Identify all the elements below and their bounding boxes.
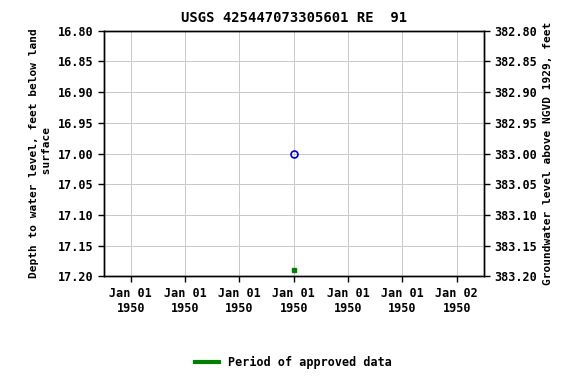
Y-axis label: Depth to water level, feet below land
 surface: Depth to water level, feet below land su…	[29, 29, 52, 278]
Title: USGS 425447073305601 RE  91: USGS 425447073305601 RE 91	[181, 12, 407, 25]
Legend: Period of approved data: Period of approved data	[191, 351, 397, 374]
Y-axis label: Groundwater level above NGVD 1929, feet: Groundwater level above NGVD 1929, feet	[543, 22, 552, 285]
